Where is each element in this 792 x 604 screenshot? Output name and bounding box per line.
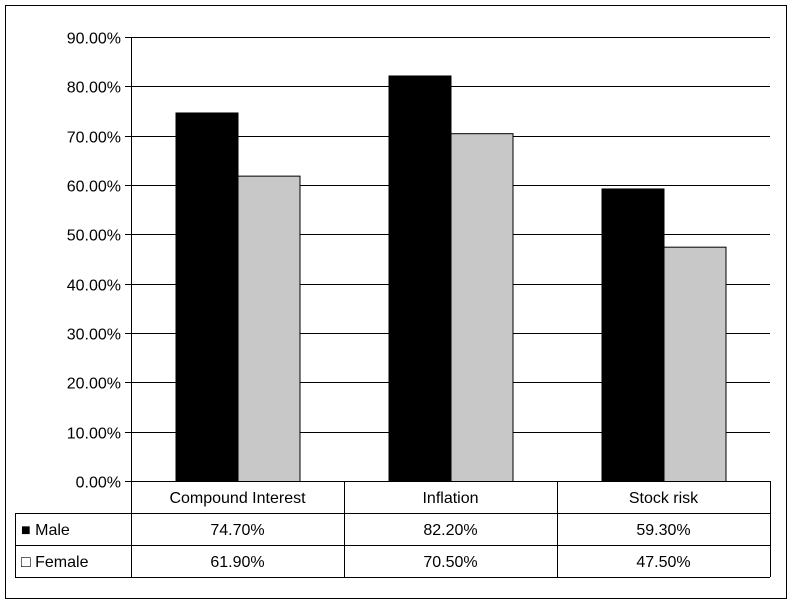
legend-female: □ Female — [21, 554, 89, 571]
bar-female-compound-interest — [237, 175, 301, 482]
bar-male-stock-risk — [601, 188, 665, 482]
data-table: Compound Interest Inflation Stock risk ■ Ma… — [15, 481, 771, 578]
y-tick-label: 0.00% — [76, 475, 121, 492]
y-tick-label: 10.00% — [67, 426, 121, 443]
y-tick-label: 40.00% — [67, 278, 121, 295]
category-label: Inflation — [422, 490, 478, 507]
category-label: Stock risk — [629, 490, 699, 507]
legend-marker-icon: ■ — [21, 522, 35, 539]
y-tick-label: 90.00% — [67, 31, 121, 48]
y-tick-label: 80.00% — [67, 80, 121, 97]
bar-female-inflation — [450, 133, 514, 482]
data-label: 82.20% — [423, 522, 477, 539]
y-axis-labels: 0.00% 10.00% 20.00% 30.00% 40.00% 50.00% 60.00… — [67, 31, 121, 492]
bar-female-stock-risk — [663, 246, 727, 482]
data-label: 47.50% — [636, 554, 690, 571]
bar-male-inflation — [388, 75, 452, 482]
category-label: Compound Interest — [169, 490, 306, 507]
legend-label: Female — [35, 554, 88, 571]
legend-label: Male — [35, 522, 70, 539]
legend-marker-icon: □ — [21, 554, 35, 571]
y-tick-label: 70.00% — [67, 130, 121, 147]
bars — [175, 75, 727, 482]
y-tick-label: 60.00% — [67, 179, 121, 196]
data-label: 59.30% — [636, 522, 690, 539]
legend-male: ■ Male — [21, 522, 70, 539]
y-tick-label: 20.00% — [67, 376, 121, 393]
y-tick-label: 30.00% — [67, 327, 121, 344]
data-label: 70.50% — [423, 554, 477, 571]
y-tick-label: 50.00% — [67, 228, 121, 245]
data-label: 61.90% — [210, 554, 264, 571]
axes — [125, 37, 132, 482]
data-label: 74.70% — [210, 522, 264, 539]
bar-male-compound-interest — [175, 112, 239, 482]
